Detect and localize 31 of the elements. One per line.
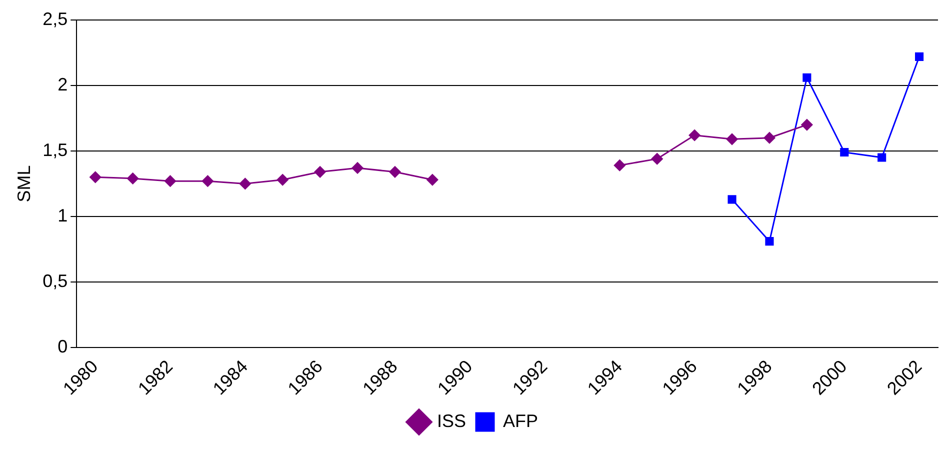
point xyxy=(239,178,251,190)
point xyxy=(202,175,214,187)
point xyxy=(801,119,813,131)
y-tick-label: 1 xyxy=(58,205,68,226)
point xyxy=(90,171,102,183)
point xyxy=(314,166,326,178)
point xyxy=(352,162,364,174)
point xyxy=(389,166,401,178)
point xyxy=(728,195,736,204)
point xyxy=(726,133,738,145)
y-tick-label: 2 xyxy=(58,74,68,94)
point xyxy=(764,132,776,144)
point xyxy=(688,130,700,141)
legend-label: ISS xyxy=(436,410,466,431)
point xyxy=(914,52,924,61)
point xyxy=(614,160,626,172)
point xyxy=(878,153,886,162)
point xyxy=(802,73,812,82)
legend-label: AFP xyxy=(503,410,538,431)
point xyxy=(651,153,663,165)
y-tick-label: 0 xyxy=(58,336,68,356)
y-tick-label: 0,5 xyxy=(42,270,68,291)
point xyxy=(765,237,774,246)
point xyxy=(276,174,288,186)
y-axis-title: SML xyxy=(14,165,34,202)
y-tick-label: 1,5 xyxy=(42,140,68,160)
y-tick-label: 2,5 xyxy=(42,8,68,29)
point xyxy=(164,175,176,187)
point xyxy=(840,148,849,157)
point xyxy=(426,174,438,186)
point xyxy=(127,172,139,184)
